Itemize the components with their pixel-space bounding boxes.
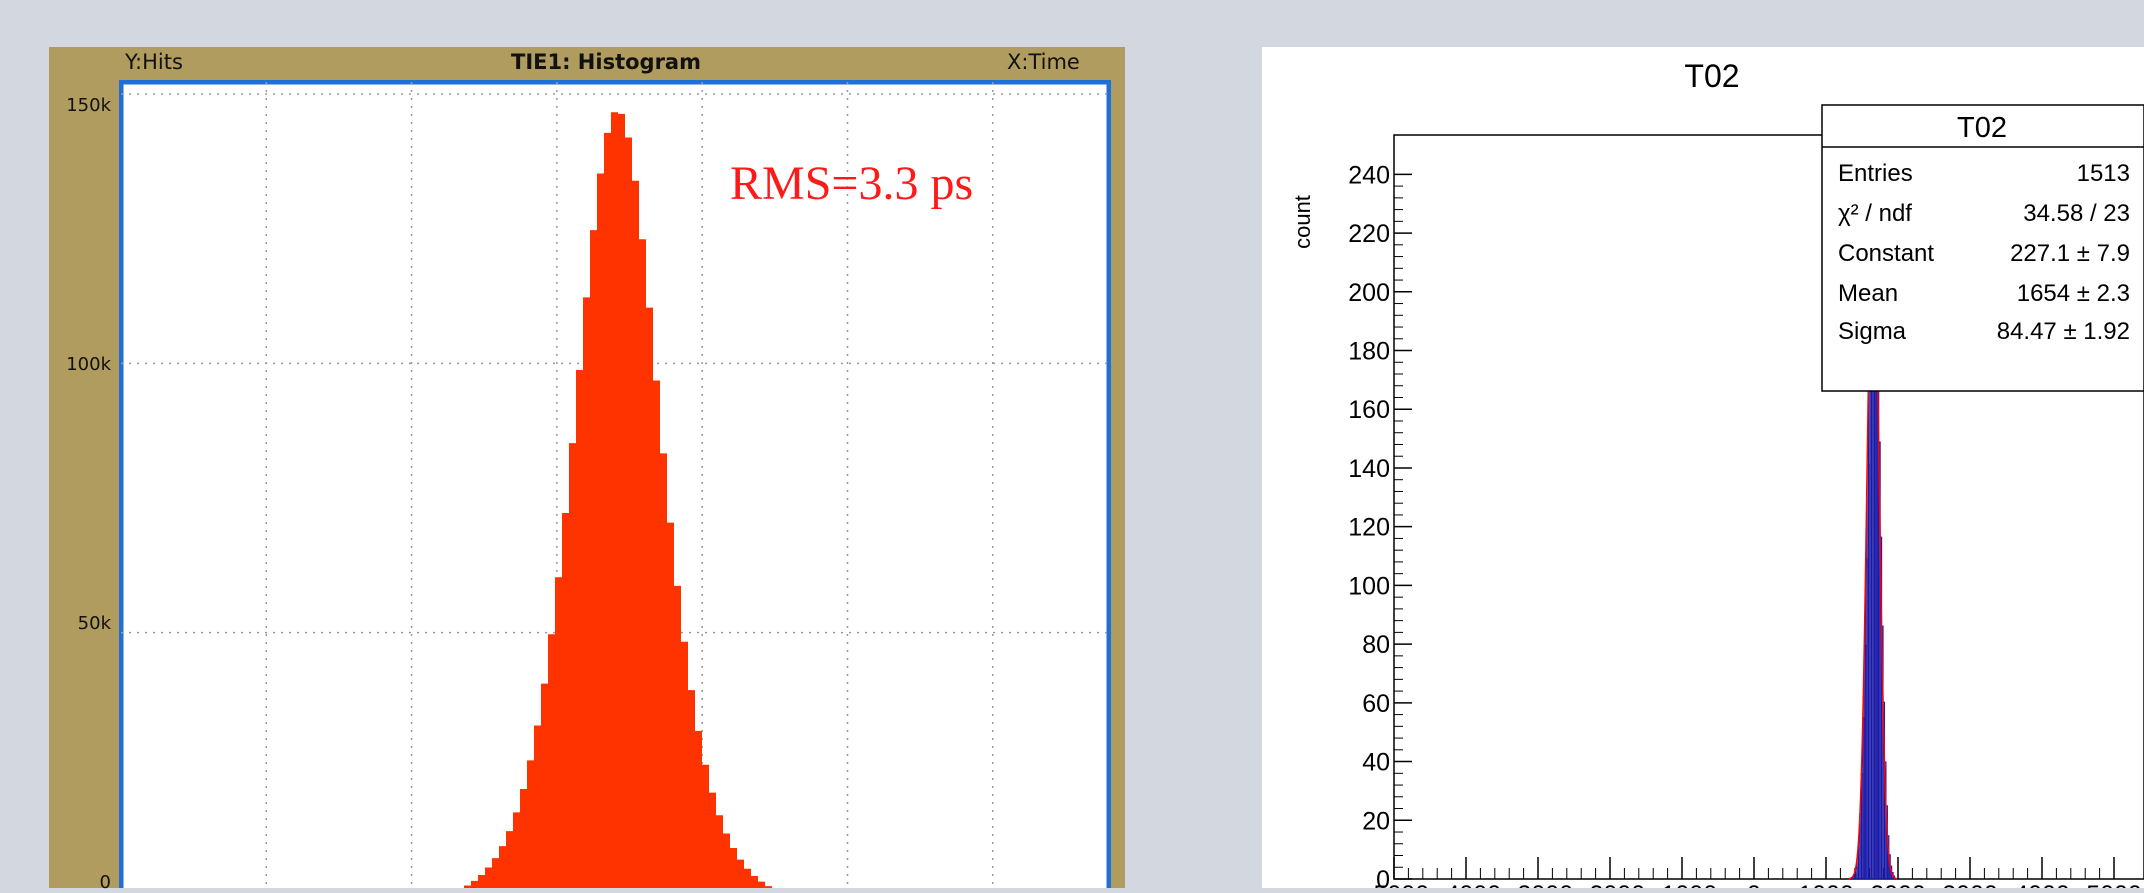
- right-plot-area: T02 count 0 20 40 60 80 100 120 140 160 180 200 220…: [1290, 58, 2144, 888]
- y-tick-label: 120: [1348, 514, 1390, 542]
- x-tick-label: 3000: [1942, 881, 1998, 888]
- y-axis-label: count: [1290, 195, 1315, 249]
- right-chart-title: T02: [1684, 58, 1739, 94]
- y-tick-label: 150k: [66, 95, 111, 116]
- y-tick-label: 50k: [77, 613, 111, 634]
- y-tick-label: 100: [1348, 572, 1390, 600]
- y-tick-label: 200: [1348, 279, 1390, 307]
- stats-box: T02 Entries 1513 χ² / ndf 34.58 / 23 Con…: [1821, 104, 2144, 392]
- x-tick-label: 4000: [2014, 881, 2070, 888]
- x-axis-header: X:Time: [1007, 50, 1080, 74]
- x-tick-label: −2000: [1575, 881, 1645, 888]
- x-tick-label: 0: [1747, 881, 1761, 888]
- left-plot-area: [119, 80, 1111, 888]
- stats-label: Constant: [1838, 240, 1934, 267]
- y-axis-header: Y:Hits: [125, 50, 183, 74]
- right-histogram-panel: T02 count 0 20 40 60 80 100 120 140 160 180 200 220…: [1262, 47, 2144, 888]
- y-tick-label: 80: [1362, 631, 1390, 659]
- x-tick-label: −3000: [1503, 881, 1573, 888]
- stats-label: Mean: [1838, 280, 1898, 307]
- stats-label: Sigma: [1838, 318, 1907, 345]
- y-tick-label: 240: [1348, 161, 1390, 189]
- grid-lines: [121, 82, 1109, 888]
- y-tick-label: 220: [1348, 220, 1390, 248]
- y-tick-label: 40: [1362, 749, 1390, 777]
- x-tick-label: 2000: [1870, 881, 1926, 888]
- y-tick-label: 140: [1348, 455, 1390, 483]
- stats-label: χ² / ndf: [1838, 200, 1912, 227]
- histogram-fill: [464, 112, 772, 888]
- stats-value: 227.1 ± 7.9: [2010, 240, 2130, 267]
- stats-value: 1513: [2077, 160, 2130, 187]
- y-tick-label: 20: [1362, 807, 1390, 835]
- rms-annotation: RMS=3.3 ps: [730, 157, 974, 210]
- stats-title: T02: [1957, 112, 2007, 144]
- axes: 0 20 40 60 80 100 120 140 160 180 200 220 240 −5000−4…: [1348, 161, 2142, 888]
- y-tick-label: 0: [1376, 866, 1390, 888]
- plot-frame: [1393, 134, 2144, 880]
- stats-label: Entries: [1838, 160, 1913, 187]
- x-tick-label: 5000: [2086, 881, 2142, 888]
- x-tick-label: −1000: [1647, 881, 1717, 888]
- stats-value: 34.58 / 23: [2023, 200, 2130, 227]
- left-histogram-panel: Y:Hits TIE1: Histogram X:Time 150k 100k …: [49, 47, 1125, 893]
- x-tick-label: −4000: [1431, 881, 1501, 888]
- y-tick-label: 0: [99, 872, 111, 893]
- stats-value: 1654 ± 2.3: [2017, 280, 2130, 307]
- x-tick-label: −5000: [1359, 881, 1429, 888]
- left-chart-title: TIE1: Histogram: [511, 50, 701, 74]
- y-tick-label: 180: [1348, 338, 1390, 366]
- x-tick-label: 1000: [1798, 881, 1854, 888]
- stats-value: 84.47 ± 1.92: [1997, 318, 2130, 345]
- y-tick-label: 100k: [66, 354, 111, 375]
- y-tick-label: 60: [1362, 690, 1390, 718]
- y-tick-label: 160: [1348, 396, 1390, 424]
